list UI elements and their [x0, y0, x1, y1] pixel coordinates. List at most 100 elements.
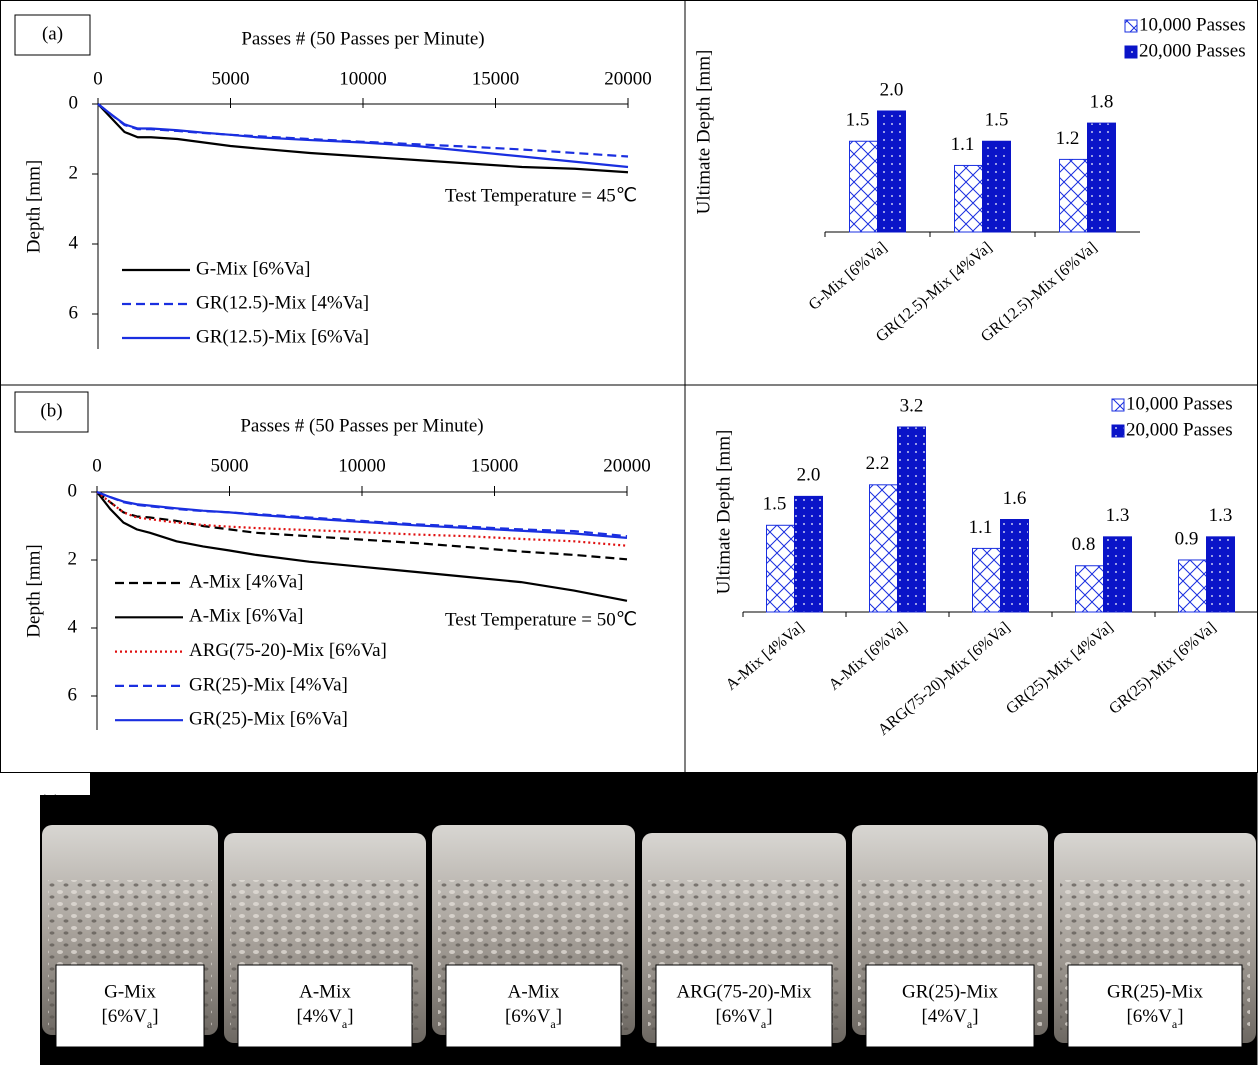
value-label: 1.5 — [763, 494, 787, 515]
panel-label: (a) — [42, 23, 63, 44]
x-tick-label: 0 — [93, 68, 103, 89]
voids-sub: a — [550, 1017, 556, 1031]
voids-sub: a — [1172, 1017, 1178, 1031]
legend-label: GR(12.5)-Mix [6%Va] — [196, 326, 369, 347]
voids-close: ] — [1177, 1006, 1183, 1027]
x-tick-label: 10000 — [339, 68, 387, 89]
y-axis-label: Ultimate Depth [mm] — [713, 430, 734, 595]
x-tick-label: A-Mix [4%Va] — [723, 619, 808, 694]
sample-voids: [6%Va] — [715, 1006, 772, 1030]
voids-open: [6%V — [101, 1006, 147, 1027]
sample-name: A-Mix — [299, 981, 351, 1002]
value-label: 2.0 — [797, 465, 821, 486]
legend-label: 10,000 Passes — [1126, 393, 1233, 414]
voids-open: [6%V — [505, 1006, 551, 1027]
legend-swatch — [1111, 424, 1125, 438]
y-tick-label: 2 — [69, 162, 79, 183]
value-label: 0.8 — [1072, 534, 1096, 555]
x-tick-label: 20000 — [603, 455, 651, 476]
panel-label: (b) — [40, 400, 62, 421]
bar — [897, 426, 926, 613]
bar — [869, 484, 898, 613]
data-line — [97, 103, 629, 169]
value-label: 0.9 — [1175, 528, 1199, 549]
y-tick-label: 4 — [68, 616, 78, 637]
sample-voids: [4%Va] — [921, 1006, 978, 1030]
bar — [877, 110, 906, 233]
y-tick-label: 6 — [69, 302, 79, 323]
x-tick-label: 5000 — [212, 68, 250, 89]
label-box — [55, 964, 205, 1048]
value-label: 1.3 — [1106, 505, 1130, 526]
label-box — [655, 964, 833, 1048]
value-label: 1.6 — [1003, 488, 1027, 509]
legend-label: ARG(75-20)-Mix [6%Va] — [189, 640, 387, 661]
data-line — [97, 103, 629, 174]
legend-label: GR(12.5)-Mix [4%Va] — [196, 292, 369, 313]
x-tick-label: 10000 — [338, 455, 386, 476]
bar — [972, 547, 1001, 613]
annotation: Test Temperature = 50℃ — [445, 609, 637, 630]
bar — [1206, 536, 1235, 613]
legend-swatch — [1111, 398, 1125, 412]
bar — [849, 140, 878, 233]
sample-voids: [6%Va] — [101, 1006, 158, 1030]
annotation: Test Temperature = 45℃ — [445, 185, 637, 206]
value-label: 1.5 — [846, 110, 870, 131]
legend-label: GR(25)-Mix [6%Va] — [189, 709, 348, 730]
label-box — [865, 964, 1035, 1048]
x-tick-label: GR(25)-Mix [4%Va] — [1003, 619, 1116, 718]
voids-close: ] — [972, 1006, 978, 1027]
sample-name: G-Mix — [104, 981, 156, 1002]
value-label: 2.2 — [866, 453, 890, 474]
bar — [982, 140, 1011, 233]
voids-close: ] — [766, 1006, 772, 1027]
bar — [1103, 536, 1132, 613]
data-line — [96, 491, 628, 602]
voids-close: ] — [347, 1006, 353, 1027]
sample-name: A-Mix — [508, 981, 560, 1002]
bar — [766, 524, 795, 613]
x-axis-label: Passes # (50 Passes per Minute) — [241, 28, 484, 49]
voids-sub: a — [147, 1017, 153, 1031]
value-label: 1.1 — [951, 134, 975, 155]
panel-label-box — [14, 391, 89, 433]
panel-label: (c) — [39, 791, 60, 812]
legend-label: 20,000 Passes — [1126, 419, 1233, 440]
bar — [1178, 559, 1207, 613]
photo-margin — [0, 773, 90, 795]
legend-label: G-Mix [6%Va] — [196, 258, 311, 279]
value-label: 1.2 — [1056, 128, 1080, 149]
x-tick-label: 0 — [92, 455, 102, 476]
sample-voids: [4%Va] — [296, 1006, 353, 1030]
value-label: 1.8 — [1090, 91, 1114, 112]
voids-open: [4%V — [296, 1006, 342, 1027]
panel-label-box — [14, 14, 91, 56]
voids-sub: a — [967, 1017, 973, 1031]
voids-close: ] — [556, 1006, 562, 1027]
legend-label: A-Mix [4%Va] — [189, 571, 304, 592]
x-tick-label: 15000 — [472, 68, 520, 89]
x-tick-label: GR(12.5)-Mix [4%Va] — [873, 239, 996, 346]
x-tick-label: 15000 — [471, 455, 519, 476]
y-tick-label: 2 — [68, 548, 78, 569]
x-tick-label: A-Mix [6%Va] — [826, 619, 911, 694]
voids-sub: a — [342, 1017, 348, 1031]
sample-name: GR(25)-Mix — [1107, 981, 1204, 1002]
value-label: 3.2 — [900, 395, 924, 416]
x-tick-label: G-Mix [6%Va] — [806, 239, 891, 314]
voids-sub: a — [761, 1017, 767, 1031]
x-tick-label: 5000 — [211, 455, 249, 476]
legend-swatch — [1124, 45, 1138, 59]
y-tick-label: 0 — [69, 92, 79, 113]
label-box — [445, 964, 622, 1048]
x-tick-label: GR(12.5)-Mix [6%Va] — [978, 239, 1101, 346]
y-axis-label: Depth [mm] — [23, 160, 44, 253]
value-label: 1.3 — [1209, 505, 1233, 526]
legend-label: 20,000 Passes — [1139, 40, 1246, 61]
photo-margin — [0, 773, 40, 1065]
label-box — [1067, 964, 1243, 1048]
legend-label: A-Mix [6%Va] — [189, 606, 304, 627]
data-line — [96, 490, 628, 538]
